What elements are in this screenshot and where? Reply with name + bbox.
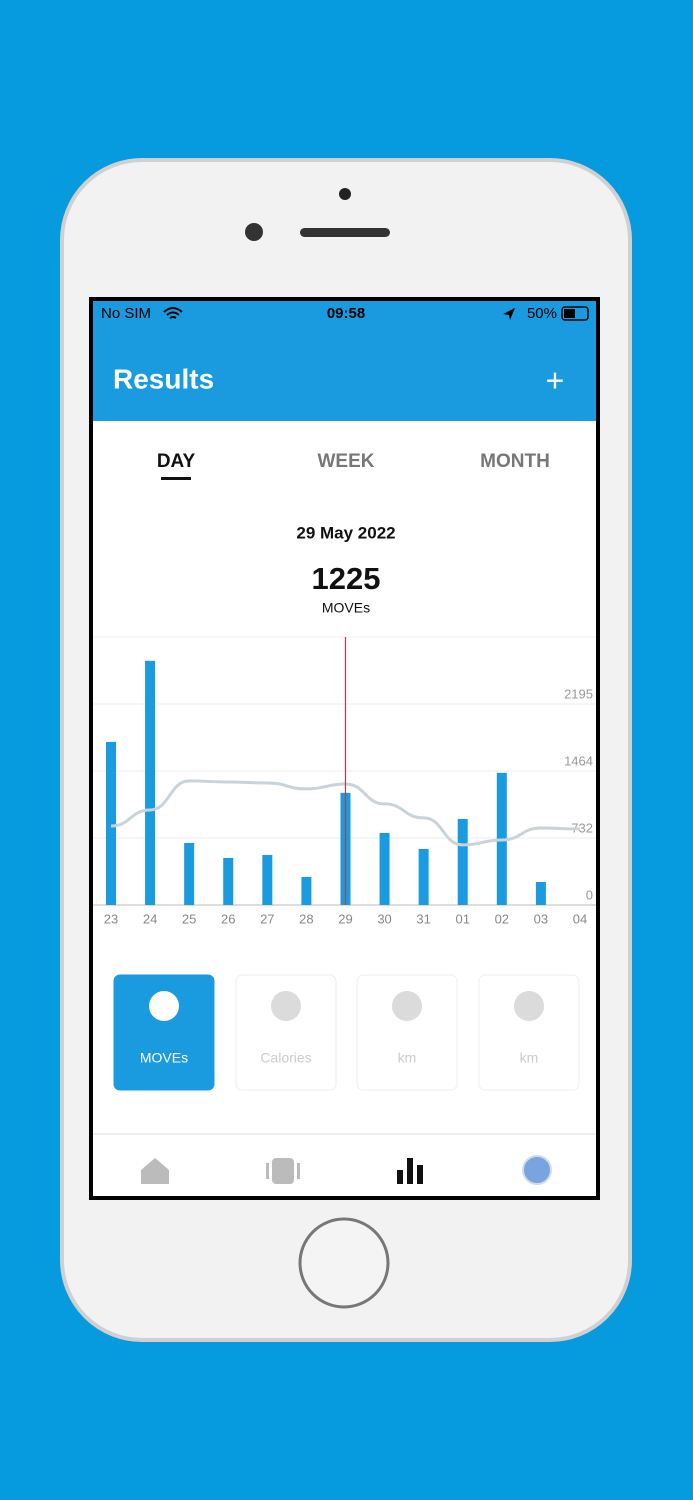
y-tick-label: 732 (571, 820, 593, 835)
x-tick-label: 30 (377, 911, 391, 926)
tab[interactable]: DAY (157, 451, 196, 472)
x-tick-label: 27 (260, 911, 274, 926)
app-header (93, 301, 596, 421)
y-tick-label: 0 (586, 887, 593, 902)
x-tick-label: 25 (182, 911, 196, 926)
wifi-icon (163, 307, 183, 319)
activity-icon (514, 991, 544, 1021)
activity-label: Calories (260, 1050, 311, 1066)
nav-results[interactable] (397, 1170, 403, 1184)
activity-button[interactable] (113, 974, 215, 1091)
x-tick-label: 23 (104, 911, 118, 926)
total-value: 1225 (312, 561, 381, 596)
bar (457, 818, 468, 905)
x-tick-label: 01 (455, 911, 469, 926)
date: 29 May 2022 (296, 523, 395, 542)
battery-icon (561, 306, 589, 321)
y-tick-label: 1464 (564, 753, 593, 768)
page-title: Results (113, 363, 214, 394)
nav-device[interactable] (272, 1158, 294, 1184)
activity-button[interactable] (235, 974, 337, 1091)
activity-button[interactable] (356, 974, 458, 1091)
add-button[interactable]: + (546, 362, 565, 398)
speaker (300, 228, 390, 237)
bar (184, 842, 195, 905)
activity-icon (392, 991, 422, 1021)
activity-label: km (520, 1050, 539, 1066)
carrier: No SIM (101, 305, 151, 322)
nav-results-bar (407, 1158, 413, 1184)
x-tick-label: 02 (495, 911, 509, 926)
x-tick-label: 24 (143, 911, 157, 926)
bar (145, 660, 156, 905)
nav-device-side (297, 1163, 300, 1179)
tab-indicator (161, 477, 191, 480)
sensor (339, 188, 351, 200)
bar (535, 882, 546, 905)
activity-label: MOVEs (140, 1050, 188, 1066)
x-tick-label: 26 (221, 911, 235, 926)
bar (301, 876, 312, 905)
bar (223, 857, 234, 905)
x-tick-label: 28 (299, 911, 313, 926)
home-button[interactable] (298, 1217, 390, 1309)
activity-icon (149, 991, 179, 1021)
x-tick-label: 03 (534, 911, 548, 926)
activity-buttons: MOVEs Calories km km (113, 974, 580, 1091)
activity-button[interactable] (478, 974, 580, 1091)
nav-results-bar (417, 1165, 423, 1184)
nav-home[interactable] (141, 1158, 169, 1184)
activity-icon (271, 991, 301, 1021)
total-unit: MOVEs (322, 600, 370, 616)
activity-label: km (398, 1050, 417, 1066)
x-tick-label: 29 (338, 911, 352, 926)
bar (379, 832, 390, 905)
camera (245, 223, 263, 241)
location-icon (503, 308, 515, 320)
battery-fill (564, 309, 575, 318)
tab[interactable]: MONTH (480, 451, 550, 472)
bar (106, 741, 116, 905)
x-tick-label: 04 (573, 911, 587, 926)
battery-level: 50% (527, 305, 557, 322)
bar (418, 848, 429, 905)
clock: 09:58 (327, 305, 365, 322)
nav-device-side (266, 1163, 269, 1179)
tab[interactable]: WEEK (318, 451, 375, 472)
y-tick-label: 2195 (564, 686, 593, 701)
nav-profile[interactable] (522, 1155, 552, 1185)
bar (262, 855, 273, 905)
chart: 0 732 1464 2195 23 24 25 26 27 28 29 30 31 01 02 03 04 (93, 636, 596, 926)
x-tick-label: 31 (416, 911, 430, 926)
